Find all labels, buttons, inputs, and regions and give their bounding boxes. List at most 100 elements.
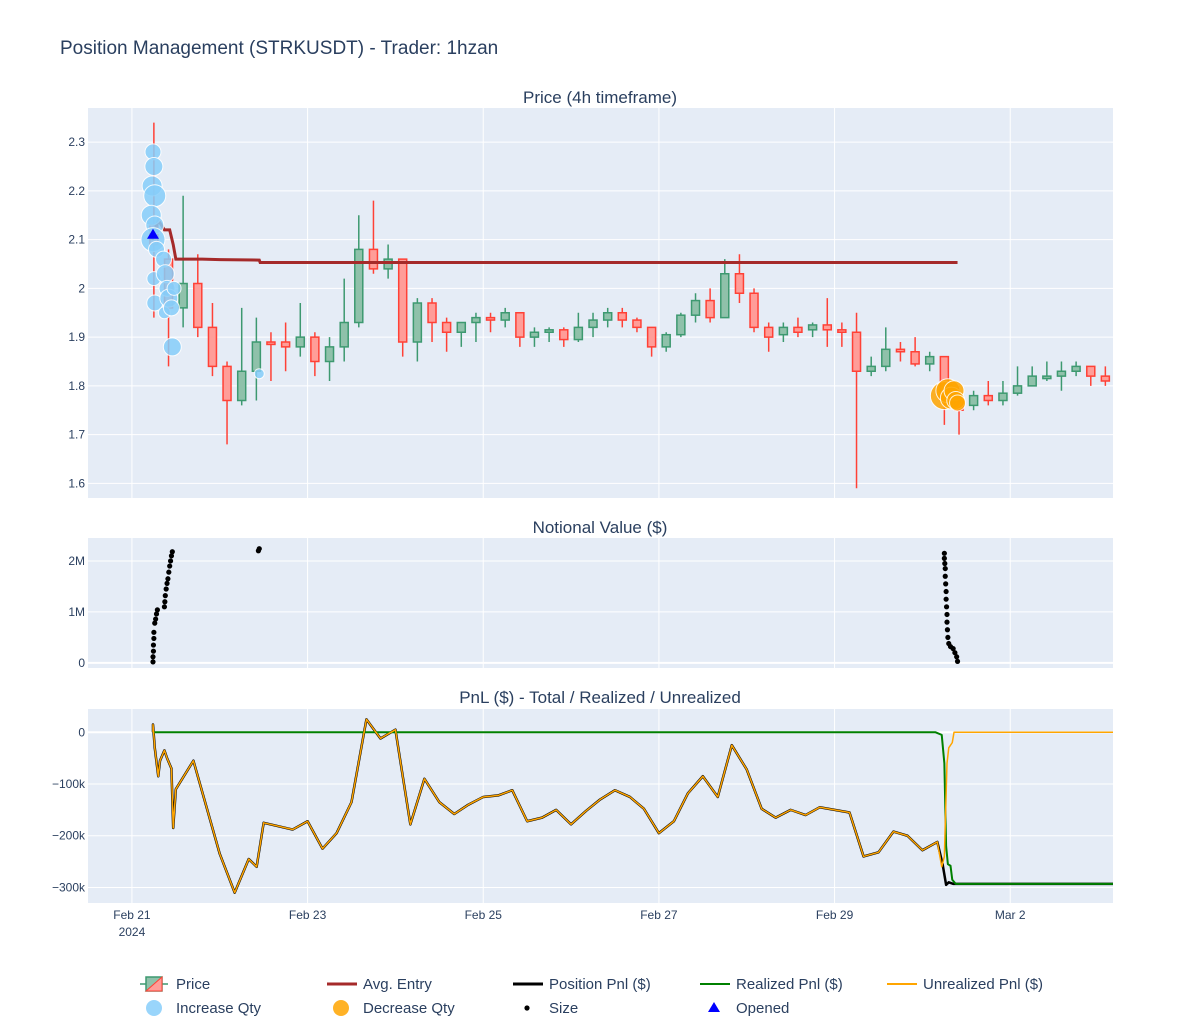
legend-label: Unrealized Pnl ($) — [923, 976, 1043, 993]
candle-decreasing — [427, 298, 437, 342]
candle-body — [720, 273, 730, 319]
y-tick-label: 1.8 — [68, 379, 85, 393]
candle-body — [1012, 385, 1023, 394]
candle-decreasing — [851, 312, 862, 489]
increase-qty-marker — [143, 184, 167, 208]
legend-item-inc: Increase Qty — [146, 1000, 262, 1017]
candle-increasing — [1071, 361, 1081, 377]
y-tick-label: 2 — [78, 281, 85, 295]
candle-decreasing — [895, 342, 906, 362]
candle-body — [763, 326, 774, 338]
legend-item-size: Size — [524, 1000, 578, 1017]
pnl-panel: PnL ($) - Total / Realized / Unrealized … — [52, 688, 1113, 903]
size-point — [945, 634, 951, 641]
size-point — [166, 569, 172, 575]
plot-background — [88, 108, 1113, 498]
size-point — [943, 581, 949, 587]
candle-body — [807, 324, 818, 331]
candle-decreasing — [193, 254, 203, 338]
candle-increasing — [778, 322, 789, 342]
candle-increasing — [588, 312, 598, 338]
size-point — [165, 576, 171, 582]
legend-item-dec: Decrease Qty — [333, 1000, 455, 1017]
candle-decreasing — [397, 258, 408, 357]
candle-body — [1042, 375, 1052, 380]
candle-body — [837, 329, 847, 333]
candle-body — [529, 331, 540, 338]
candle-increasing — [1027, 366, 1037, 387]
candle-body — [251, 341, 262, 372]
candle-body — [661, 333, 671, 348]
candle-body — [690, 299, 701, 316]
legend-item-real: Realized Pnl ($) — [700, 976, 843, 993]
candle-body — [266, 341, 276, 346]
candle-increasing — [720, 259, 730, 319]
candle-increasing — [500, 307, 510, 328]
candle-body — [207, 326, 218, 368]
candle-body — [895, 348, 906, 353]
size-point — [151, 629, 157, 635]
size-point — [943, 588, 949, 595]
candle-decreasing — [515, 312, 525, 347]
opened-marker — [146, 228, 159, 239]
size-point — [150, 659, 156, 665]
x-tick-label: Feb 23 — [289, 908, 327, 922]
candle-increasing — [807, 322, 818, 338]
y-tick-label: 2.3 — [68, 135, 85, 149]
size-point — [950, 646, 956, 652]
legend-item-unreal: Unrealized Pnl ($) — [887, 976, 1043, 993]
legend-label: Position Pnl ($) — [549, 976, 651, 993]
legend-label: Increase Qty — [176, 1000, 262, 1017]
candle-body — [588, 319, 598, 329]
candle-decreasing — [705, 288, 715, 323]
candle-body — [910, 351, 920, 365]
candle-body — [924, 355, 935, 365]
increase-qty-marker — [253, 368, 265, 380]
candle-increasing — [1042, 361, 1052, 381]
candle-body — [1086, 365, 1096, 377]
candle-increasing — [339, 278, 349, 362]
size-point — [164, 580, 170, 586]
size-point — [256, 546, 262, 552]
candle-body — [749, 292, 759, 329]
candle-increasing — [354, 215, 364, 328]
y-tick-label: −300k — [52, 880, 86, 894]
candle-body — [441, 321, 452, 333]
x-tick-label: Feb 27 — [640, 908, 678, 922]
candle-increasing — [924, 351, 935, 372]
candle-body — [602, 312, 613, 321]
candle-body — [881, 348, 891, 368]
candle-body — [412, 302, 423, 343]
size-point — [150, 648, 157, 654]
candle-body — [968, 394, 979, 407]
legend-item-open: Opened — [708, 1000, 789, 1017]
size-point — [167, 563, 173, 569]
size-point — [150, 642, 157, 648]
candle-body — [368, 248, 379, 270]
legend-item-avg: Avg. Entry — [327, 976, 432, 993]
legend: Price Avg. Entry Position Pnl ($) Realized … — [140, 975, 1043, 1017]
y-tick-label: 1.7 — [68, 428, 85, 442]
candle-decreasing — [983, 381, 994, 406]
candle-body — [193, 282, 203, 329]
x-tick-sublabel: 2024 — [119, 925, 146, 939]
x-tick-label: Mar 2 — [995, 908, 1026, 922]
candle-increasing — [412, 298, 423, 362]
candle-increasing — [573, 312, 584, 342]
x-tick-label: Feb 21 — [113, 908, 151, 922]
size-point — [954, 658, 961, 664]
candle-increasing — [602, 307, 613, 328]
size-point — [150, 654, 156, 660]
candle-body — [866, 365, 876, 372]
candle-body — [1100, 375, 1111, 382]
candle-body — [632, 319, 642, 329]
candle-decreasing — [280, 322, 291, 372]
size-point — [162, 599, 168, 605]
candle-body — [485, 316, 496, 321]
candle-body — [998, 392, 1008, 402]
candle-body — [222, 365, 232, 402]
y-tick-label: −100k — [52, 777, 86, 791]
candle-body — [676, 314, 686, 336]
size-point — [168, 553, 175, 559]
